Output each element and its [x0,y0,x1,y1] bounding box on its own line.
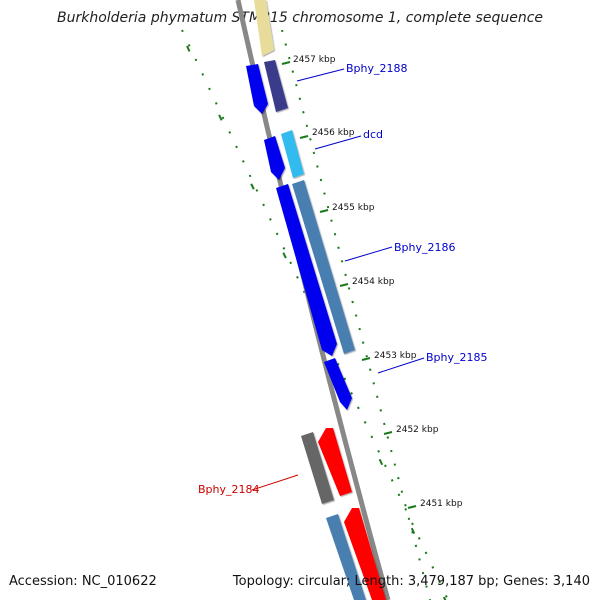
gene-bphy-2186[interactable] [292,180,355,354]
tick-2457: 2457 kbp [281,55,336,65]
map-title: Burkholderia phymatum STM815 chromosome … [56,10,543,26]
gene-steel-bottom[interactable] [326,514,366,600]
gene-label[interactable]: Bphy_2184 [198,483,260,496]
gene-grey[interactable] [301,432,334,504]
tick-2451: 2451 kbp [407,499,463,509]
tick-label: 2457 kbp [293,55,336,65]
gene-yellow[interactable] [254,0,274,56]
tick-label: 2454 kbp [352,277,395,287]
label-bphy-2185[interactable]: Bphy_2185 [377,351,488,374]
gene-label[interactable]: Bphy_2186 [394,241,456,254]
tick-label: 2451 kbp [420,499,463,509]
gene-label[interactable]: dcd [363,128,383,141]
gene-forward-2[interactable] [264,136,285,180]
gene-forward-long[interactable] [276,184,337,356]
topology-text: Topology: circular; Length: 3,479,187 bp… [232,574,590,589]
gene-forward-1[interactable] [246,64,268,114]
tick-2456: 2456 kbp [299,128,355,139]
tick-2455: 2455 kbp [319,203,375,213]
label-dcd[interactable]: dcd [314,128,383,150]
gene-bphy-2188[interactable] [264,60,288,112]
tick-label: 2453 kbp [374,351,417,361]
gene-bphy-2184[interactable] [318,428,352,496]
gene-label[interactable]: Bphy_2188 [346,62,408,75]
gene-red-bottom[interactable] [344,508,386,600]
gene-label[interactable]: Bphy_2185 [426,351,488,364]
gene-bphy-2185[interactable] [324,358,352,410]
tick-2454: 2454 kbp [339,277,395,287]
tick-label: 2455 kbp [332,203,375,213]
inner-dotted-ring [281,29,431,600]
label-bphy-2184[interactable]: Bphy_2184 [198,474,299,496]
tick-label: 2456 kbp [312,128,355,138]
tick-2453: 2453 kbp [361,351,417,361]
tick-2452: 2452 kbp [383,425,439,435]
label-bphy-2186[interactable]: Bphy_2186 [344,241,456,262]
gene-dcd[interactable] [281,130,304,178]
accession-text: Accession: NC_010622 [9,574,157,589]
label-bphy-2188[interactable]: Bphy_2188 [296,62,408,82]
tick-label: 2452 kbp [396,425,439,435]
